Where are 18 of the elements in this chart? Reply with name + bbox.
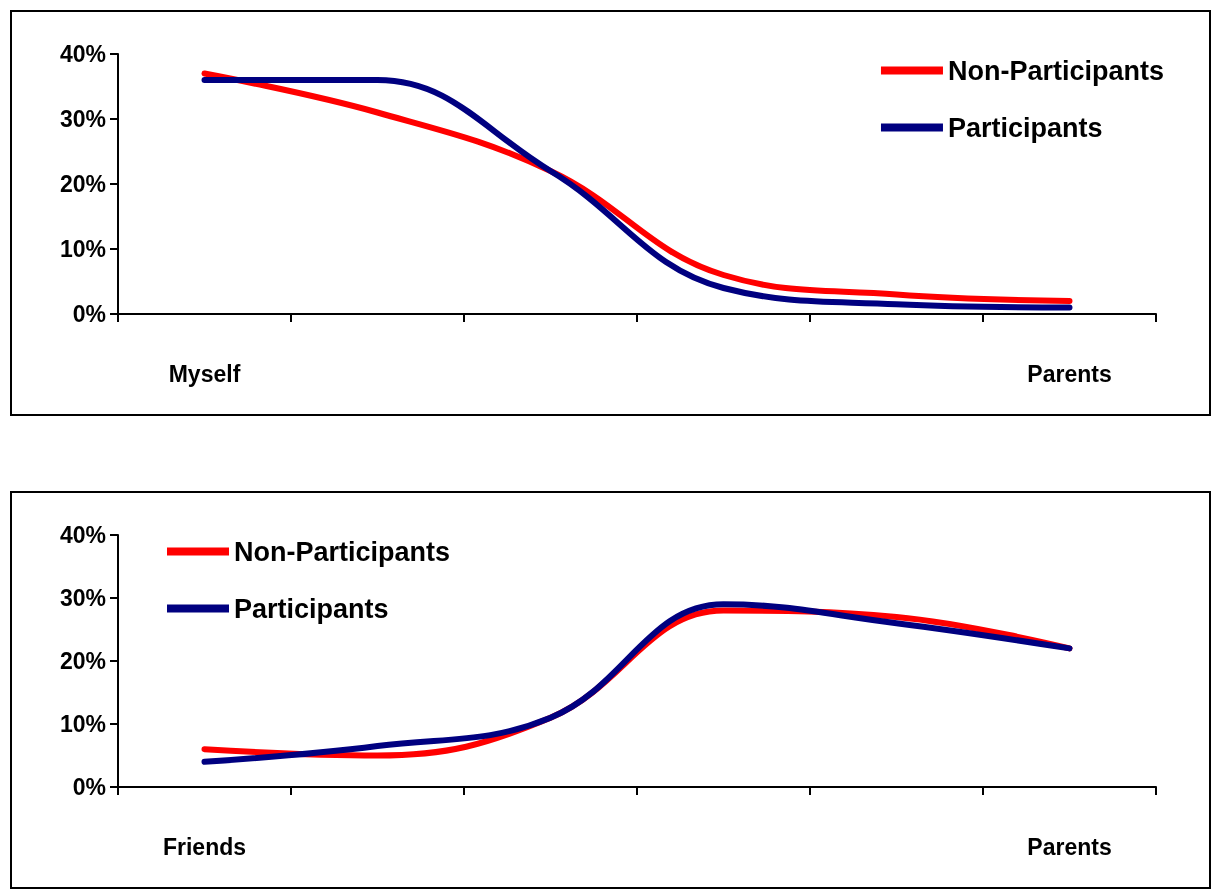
y-tick-label: 40% <box>59 41 106 67</box>
legend-label: Participants <box>234 593 389 624</box>
y-tick-label: 10% <box>59 711 106 737</box>
x-tick-label: Parents <box>1027 833 1112 860</box>
legend-label: Non-Participants <box>947 55 1164 86</box>
y-tick-label: 0% <box>72 774 106 800</box>
y-tick-label: 20% <box>59 171 106 197</box>
y-tick-label: 40% <box>59 522 106 548</box>
y-tick-label: 0% <box>72 301 106 327</box>
y-tick-label: 20% <box>59 648 106 674</box>
legend-label: Participants <box>947 112 1103 143</box>
x-tick-label: Parents <box>1027 360 1112 387</box>
y-tick-label: 30% <box>59 585 106 611</box>
y-tick-label: 30% <box>59 106 106 132</box>
x-tick-label: Myself <box>168 360 241 387</box>
x-tick-label: Friends <box>162 833 247 860</box>
legend-label: Non-Participants <box>234 536 451 567</box>
y-tick-label: 10% <box>59 236 106 262</box>
